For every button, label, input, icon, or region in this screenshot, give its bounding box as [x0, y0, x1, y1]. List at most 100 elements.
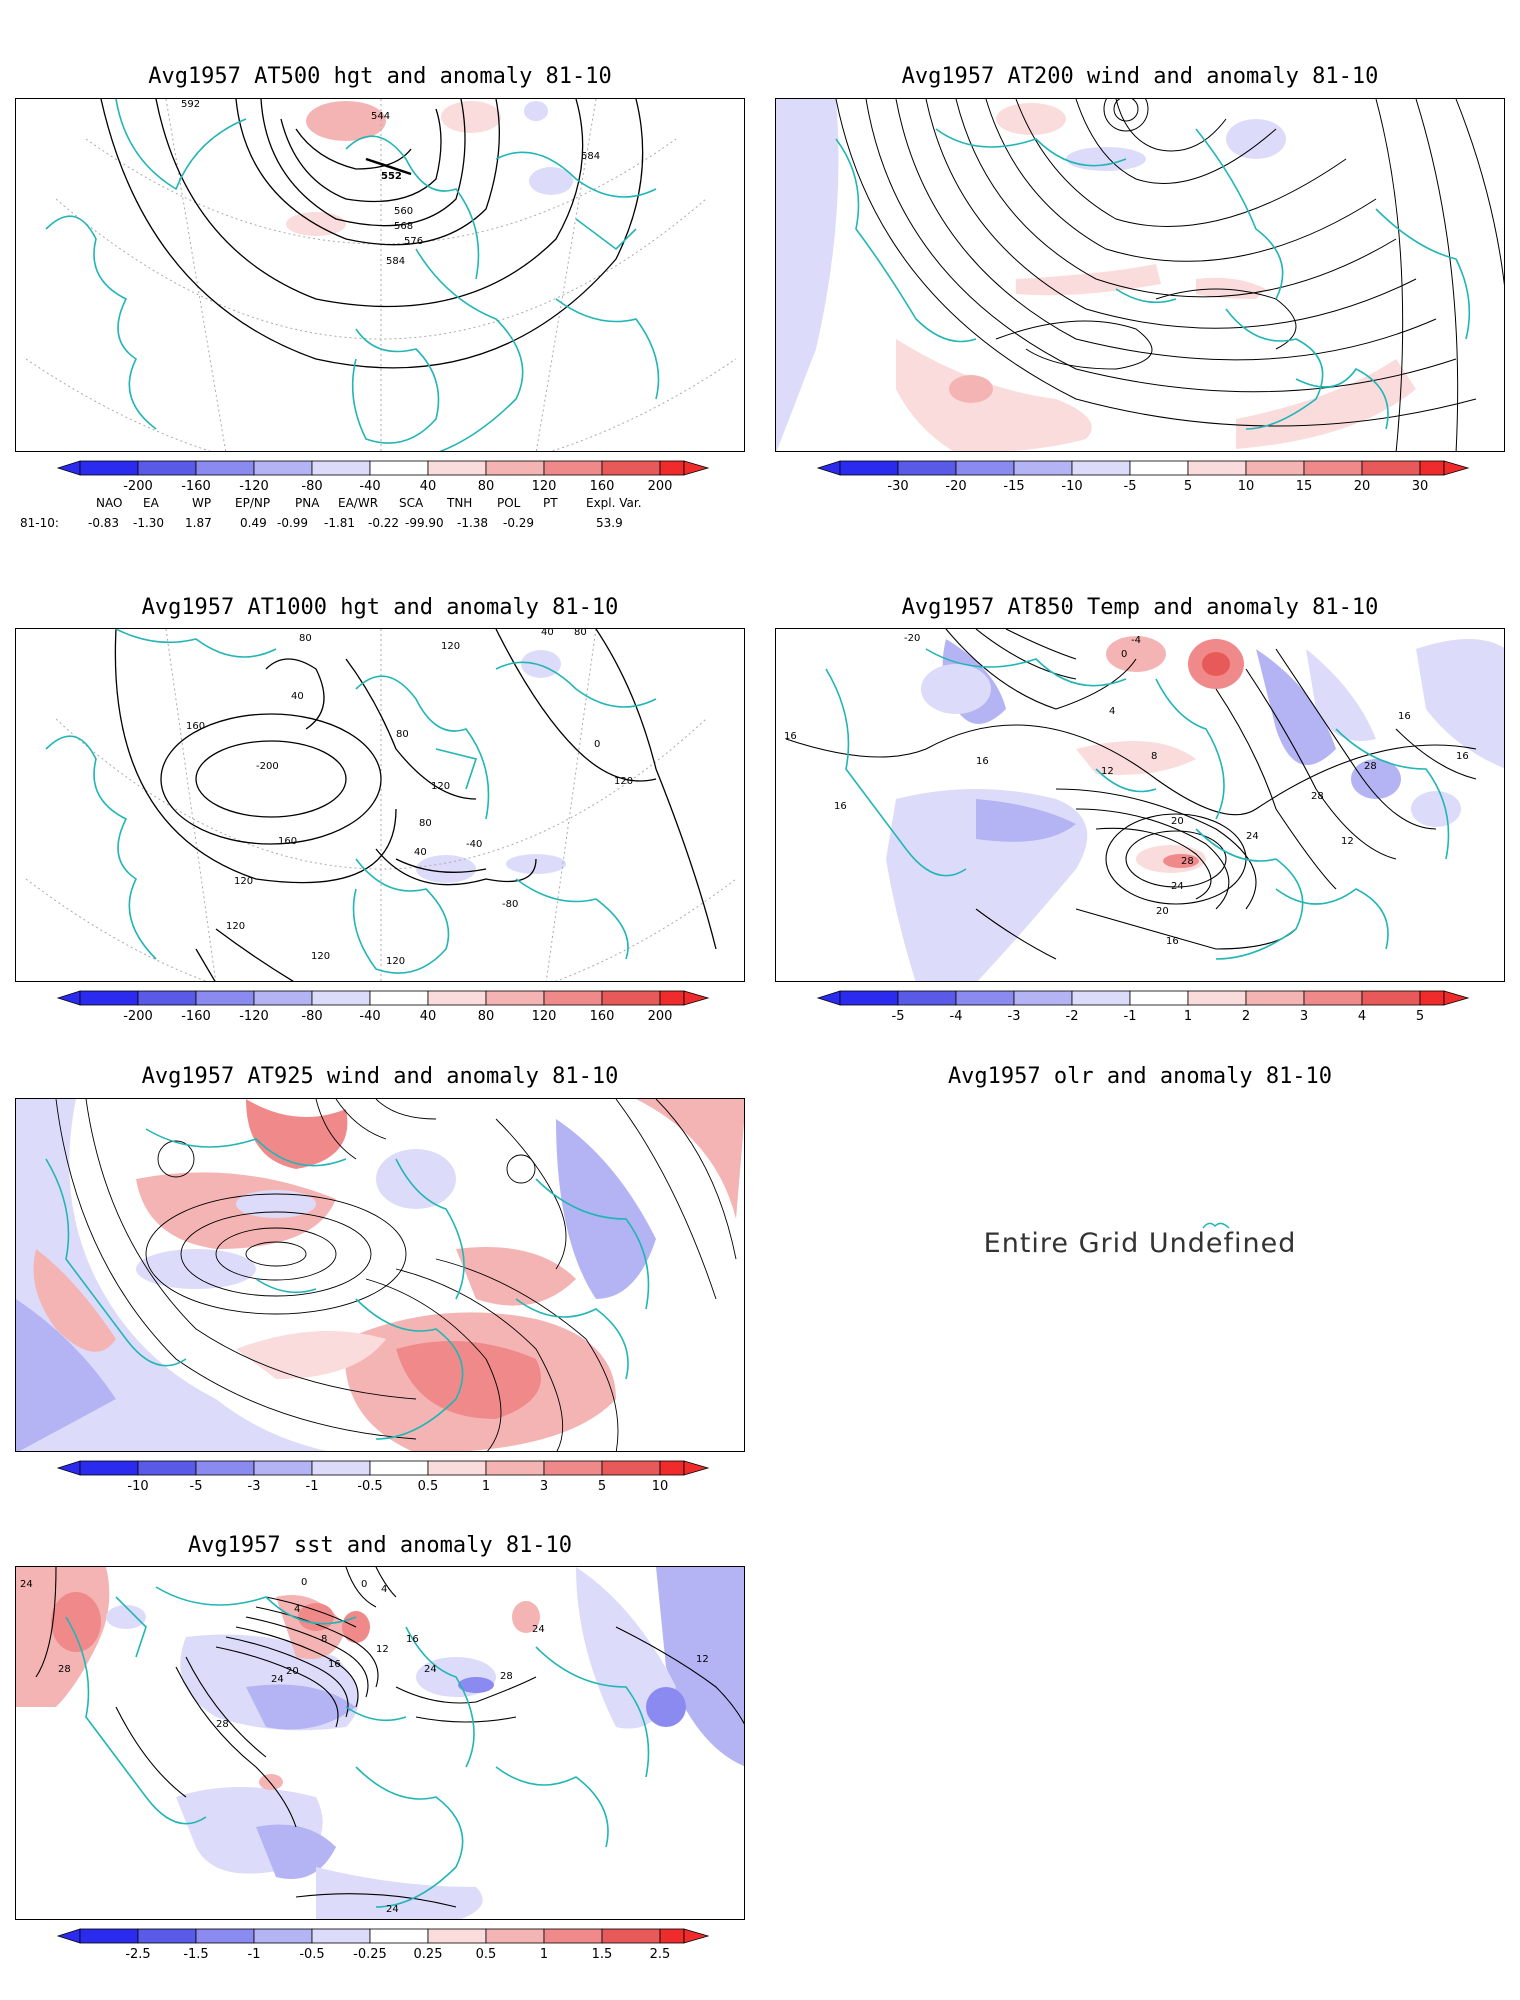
svg-text:120: 120 [614, 776, 633, 787]
svg-text:16: 16 [1166, 936, 1179, 947]
svg-text:28: 28 [1181, 856, 1194, 867]
svg-text:80: 80 [396, 729, 409, 740]
svg-text:160: 160 [590, 479, 615, 494]
svg-text:24: 24 [20, 1579, 33, 1590]
svg-text:-3: -3 [248, 1479, 261, 1494]
coastlines [45, 629, 657, 974]
svg-text:120: 120 [234, 876, 253, 887]
svg-text:576: 576 [404, 236, 423, 247]
svg-text:5: 5 [1416, 1009, 1424, 1024]
svg-text:584: 584 [581, 151, 600, 162]
map-925wind-svg [16, 1099, 744, 1451]
svg-text:40: 40 [420, 1009, 437, 1024]
colorbar-sst: -2.5 -1.5 -1 -0.5 -0.25 0.25 0.5 1 1.5 2… [56, 1928, 710, 1975]
svg-text:5: 5 [598, 1479, 606, 1494]
graticule [25, 629, 737, 981]
svg-text:24: 24 [271, 1674, 284, 1685]
colorbar-sst-svg: -2.5 -1.5 -1 -0.5 -0.25 0.25 0.5 1 1.5 2… [56, 1928, 710, 1962]
svg-text:0.25: 0.25 [414, 1947, 443, 1962]
contour-labels: 80 40 120 40 80 160 -200 160 80 120 0 40… [186, 629, 633, 967]
svg-text:-20: -20 [904, 633, 920, 644]
panel-title-200: Avg1957 AT200 wind and anomaly 81-10 [901, 64, 1379, 89]
svg-text:120: 120 [311, 951, 330, 962]
svg-text:-40: -40 [359, 479, 380, 494]
svg-text:-5: -5 [1124, 479, 1137, 494]
map-panel-sst: 24 28 0 4 8 12 16 20 24 28 28 24 24 0 4 … [15, 1566, 745, 1920]
olr-glyph-icon [1202, 1222, 1230, 1229]
map-1000hgt-svg: 80 40 120 40 80 160 -200 160 80 120 0 40… [25, 629, 737, 981]
map-panel-925wind [15, 1098, 745, 1452]
svg-text:-0.5: -0.5 [357, 1479, 382, 1494]
svg-text:-200: -200 [123, 479, 153, 494]
colorbar-850temp: -5 -4 -3 -2 -1 1 2 3 4 5 [816, 990, 1470, 1037]
svg-text:28: 28 [1311, 791, 1324, 802]
panel-title-850: Avg1957 AT850 Temp and anomaly 81-10 [901, 595, 1379, 620]
map-850temp-svg: -20 -4 0 4 8 12 16 16 16 16 16 20 24 28 … [784, 629, 1504, 981]
svg-text:28: 28 [58, 1664, 71, 1675]
anomaly-shading [16, 1099, 744, 1451]
svg-text:-4: -4 [950, 1009, 963, 1024]
svg-text:0.5: 0.5 [476, 1947, 497, 1962]
svg-text:20: 20 [1156, 906, 1169, 917]
svg-text:-120: -120 [239, 479, 269, 494]
svg-text:-120: -120 [239, 1009, 269, 1024]
svg-text:-0.5: -0.5 [299, 1947, 324, 1962]
svg-text:-80: -80 [301, 1009, 322, 1024]
svg-text:200: 200 [648, 479, 673, 494]
svg-text:200: 200 [648, 1009, 673, 1024]
svg-text:-1: -1 [306, 1479, 319, 1494]
svg-text:120: 120 [431, 781, 450, 792]
svg-text:160: 160 [186, 721, 205, 732]
svg-text:12: 12 [1101, 766, 1114, 777]
colorbar-925wind: -10 -5 -3 -1 -0.5 0.5 1 3 5 10 [56, 1460, 710, 1507]
colorbar-500hgt-svg: -200 -160 -120 -80 -40 40 80 120 160 200 [56, 460, 710, 494]
svg-text:120: 120 [532, 479, 557, 494]
svg-text:16: 16 [406, 1634, 419, 1645]
svg-text:-0.25: -0.25 [353, 1947, 387, 1962]
svg-text:-40: -40 [466, 839, 482, 850]
svg-text:15: 15 [1296, 479, 1313, 494]
teleconnection-table: NAO EA WP EP/NP PNA EA/WR SCA TNH POL PT… [20, 496, 740, 536]
svg-text:3: 3 [540, 1479, 548, 1494]
svg-text:4: 4 [381, 1584, 387, 1595]
map-200wind-svg [776, 99, 1504, 451]
svg-text:24: 24 [386, 1904, 399, 1915]
svg-text:0: 0 [301, 1577, 307, 1588]
svg-text:4: 4 [1109, 706, 1115, 717]
svg-text:592: 592 [181, 99, 200, 110]
svg-text:8: 8 [1151, 751, 1157, 762]
svg-text:80: 80 [419, 818, 432, 829]
svg-text:584: 584 [386, 256, 405, 267]
svg-text:10: 10 [1238, 479, 1255, 494]
svg-text:-160: -160 [181, 1009, 211, 1024]
svg-text:560: 560 [394, 206, 413, 217]
svg-text:544: 544 [371, 111, 390, 122]
colorbar-1000hgt-svg: -200 -160 -120 -80 -40 40 80 120 160 200 [56, 990, 710, 1024]
svg-text:12: 12 [696, 1654, 709, 1665]
svg-text:80: 80 [478, 479, 495, 494]
undefined-message: Entire Grid Undefined [983, 1228, 1297, 1259]
svg-text:2.5: 2.5 [650, 1947, 671, 1962]
svg-text:0: 0 [361, 1579, 367, 1590]
svg-text:24: 24 [1171, 881, 1184, 892]
svg-text:-4: -4 [1131, 635, 1141, 646]
svg-text:-200: -200 [256, 761, 279, 772]
svg-text:20: 20 [286, 1666, 299, 1677]
svg-text:-10: -10 [1061, 479, 1082, 494]
svg-text:-2: -2 [1066, 1009, 1079, 1024]
map-panel-200wind [775, 98, 1505, 452]
svg-text:24: 24 [532, 1624, 545, 1635]
graticule [25, 99, 737, 451]
height-contours [100, 99, 644, 369]
svg-text:40: 40 [414, 847, 427, 858]
svg-text:1: 1 [1184, 1009, 1192, 1024]
panel-title-sst: Avg1957 sst and anomaly 81-10 [187, 1533, 573, 1558]
svg-text:80: 80 [299, 633, 312, 644]
colorbar-1000hgt: -200 -160 -120 -80 -40 40 80 120 160 200 [56, 990, 710, 1037]
svg-text:28: 28 [1364, 761, 1377, 772]
panel-title-500: Avg1957 AT500 hgt and anomaly 81-10 [148, 64, 612, 89]
svg-text:16: 16 [328, 1659, 341, 1670]
height-contours [114, 629, 717, 981]
svg-text:-3: -3 [1008, 1009, 1021, 1024]
contour-labels: 592 544 552 560 568 576 584 584 [181, 99, 600, 267]
